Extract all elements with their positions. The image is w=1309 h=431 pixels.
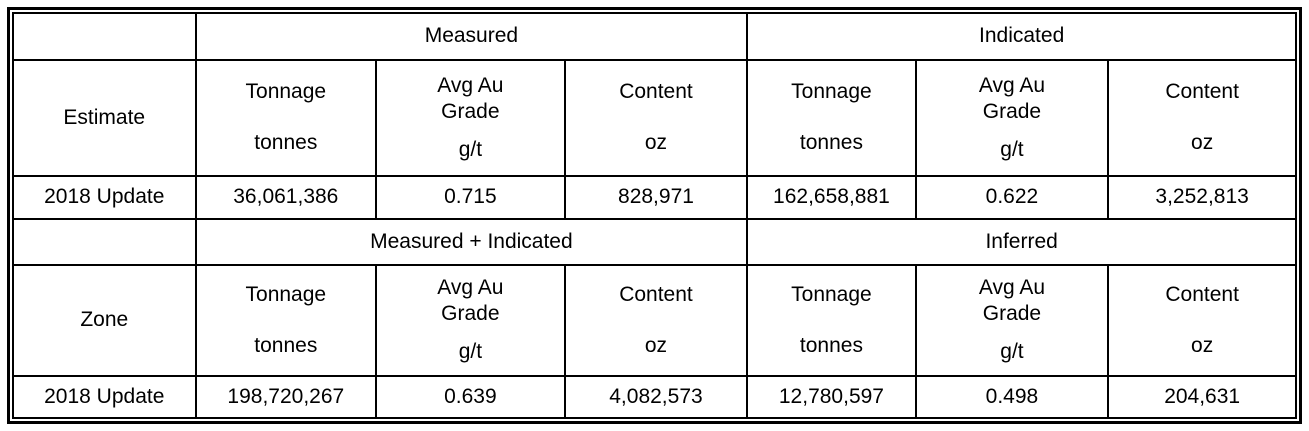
row-label-top: 2018 Update (12, 175, 197, 220)
value-mi-tonnage: 198,720,267 (194, 374, 378, 420)
band-measured-indicated: Measured + Indicated (194, 217, 749, 267)
value-inferred-content: 204,631 (1107, 374, 1297, 420)
value-indicated-content: 3,252,813 (1107, 175, 1297, 220)
value-mi-grade: 0.639 (375, 374, 566, 420)
header-name: Content (619, 282, 693, 306)
row-label-bottom: 2018 Update (12, 374, 197, 420)
header-mi-grade: Avg Au Grade g/t (375, 264, 566, 377)
header-indicated-content: Content oz (1107, 58, 1297, 178)
header-name: Avg Au Grade (978, 276, 1046, 326)
header-unit: tonnes (254, 333, 318, 357)
header-unit: tonnes (799, 333, 863, 357)
header-inferred-grade: Avg Au Grade g/t (914, 264, 1110, 377)
header-name: Tonnage (245, 282, 327, 306)
row-header-estimate: Estimate (12, 58, 197, 178)
band-inferred: Inferred (746, 217, 1297, 267)
header-mi-content: Content oz (563, 264, 749, 377)
header-unit: oz (1191, 333, 1214, 357)
header-name: Avg Au Grade (437, 276, 504, 326)
corner-cell-bottom (12, 217, 197, 267)
header-indicated-tonnage: Tonnage tonnes (746, 58, 917, 178)
header-name: Tonnage (791, 80, 872, 104)
corner-cell-top (12, 12, 197, 61)
header-mi-tonnage: Tonnage tonnes (194, 264, 378, 377)
value-measured-content: 828,971 (563, 175, 749, 220)
row-header-zone: Zone (12, 264, 197, 377)
data-row-top: 2018 Update 36,061,386 0.715 828,971 162… (12, 175, 1297, 220)
header-unit: oz (644, 131, 668, 155)
header-name: Content (1165, 282, 1239, 306)
value-mi-content: 4,082,573 (563, 374, 749, 420)
band-measured: Measured (194, 12, 749, 61)
data-row-bottom: 2018 Update 198,720,267 0.639 4,082,573 … (12, 374, 1297, 420)
header-row-bottom: Zone Tonnage tonnes Avg Au Grade g/t Con… (12, 264, 1297, 377)
header-name: Avg Au Grade (437, 73, 504, 123)
header-unit: tonnes (799, 131, 863, 155)
header-name: Content (1165, 80, 1239, 104)
header-measured-grade: Avg Au Grade g/t (375, 58, 566, 178)
header-name: Tonnage (245, 80, 327, 104)
header-name: Avg Au Grade (978, 73, 1046, 123)
band-row-bottom: Measured + Indicated Inferred (12, 217, 1297, 267)
header-inferred-tonnage: Tonnage tonnes (746, 264, 917, 377)
value-indicated-tonnage: 162,658,881 (746, 175, 917, 220)
header-unit: g/t (1000, 137, 1024, 161)
value-inferred-grade: 0.498 (914, 374, 1110, 420)
header-unit: oz (1191, 131, 1214, 155)
header-unit: g/t (1000, 340, 1024, 364)
header-unit: tonnes (254, 131, 318, 155)
header-inferred-content: Content oz (1107, 264, 1297, 377)
header-indicated-grade: Avg Au Grade g/t (914, 58, 1110, 178)
value-indicated-grade: 0.622 (914, 175, 1110, 220)
band-row-top: Measured Indicated (12, 12, 1297, 61)
resource-estimate-table: Measured Indicated Estimate Tonnage tonn… (7, 7, 1302, 424)
header-unit: g/t (458, 137, 483, 161)
header-measured-content: Content oz (563, 58, 749, 178)
value-measured-tonnage: 36,061,386 (194, 175, 378, 220)
header-row-top: Estimate Tonnage tonnes Avg Au Grade g/t… (12, 58, 1297, 178)
header-name: Content (619, 80, 693, 104)
header-unit: g/t (458, 340, 483, 364)
resource-table-grid: Measured Indicated Estimate Tonnage tonn… (12, 12, 1297, 420)
value-inferred-tonnage: 12,780,597 (746, 374, 917, 420)
value-measured-grade: 0.715 (375, 175, 566, 220)
header-name: Tonnage (791, 282, 872, 306)
header-unit: oz (644, 333, 668, 357)
band-indicated: Indicated (746, 12, 1297, 61)
header-measured-tonnage: Tonnage tonnes (194, 58, 378, 178)
